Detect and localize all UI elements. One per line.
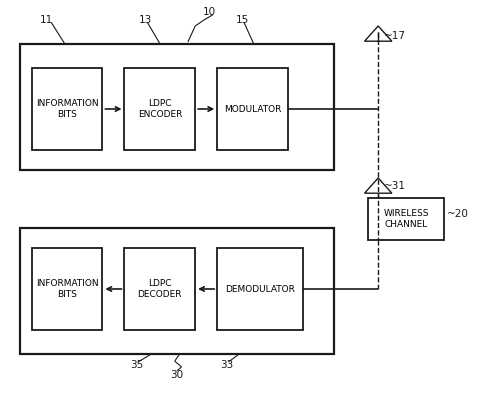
Bar [20, 228, 334, 354]
Bar [368, 198, 444, 240]
Bar [124, 248, 195, 330]
Text: ~20: ~20 [447, 209, 469, 219]
Bar [124, 68, 195, 150]
Text: 13: 13 [139, 15, 152, 25]
Text: 33: 33 [221, 360, 234, 370]
Text: 11: 11 [40, 15, 53, 25]
Text: LDPC
ENCODER: LDPC ENCODER [138, 99, 182, 119]
Text: 35: 35 [130, 360, 143, 370]
Text: MODULATOR: MODULATOR [224, 104, 281, 114]
Text: ~17: ~17 [384, 31, 406, 41]
Text: 15: 15 [236, 15, 249, 25]
Text: INFORMATION
BITS: INFORMATION BITS [36, 279, 99, 299]
Bar [32, 68, 102, 150]
Text: INFORMATION
BITS: INFORMATION BITS [36, 99, 99, 119]
Text: ~31: ~31 [384, 181, 406, 191]
Text: 30: 30 [170, 370, 183, 380]
Text: WIRELESS
CHANNEL: WIRELESS CHANNEL [384, 209, 429, 229]
Text: 10: 10 [203, 7, 216, 17]
Bar [32, 248, 102, 330]
Bar [217, 68, 288, 150]
Bar [217, 248, 303, 330]
Text: LDPC
DECODER: LDPC DECODER [138, 279, 182, 299]
Bar [20, 44, 334, 170]
Text: DEMODULATOR: DEMODULATOR [225, 284, 295, 294]
